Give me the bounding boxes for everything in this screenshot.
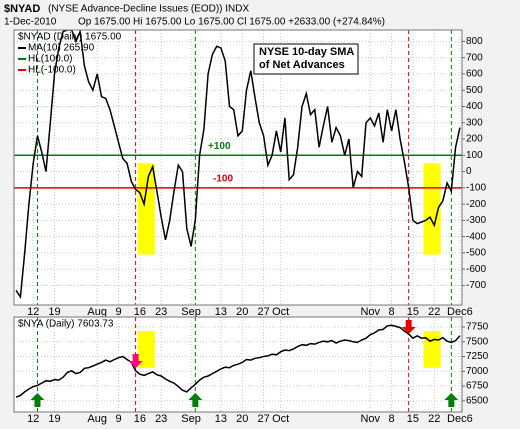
x-tick-label: 12 [27,306,39,318]
x-tick-label: 12 [27,413,39,425]
y-tick-label: 6500 [466,395,489,406]
y-tick-label: -600 [466,264,486,275]
symbol: $NYAD [4,3,40,15]
y-tick-label: 7000 [466,366,489,377]
level-label: -100 [213,173,233,184]
x-tick-label: 22 [428,306,440,318]
x-tick-label: 20 [236,306,248,318]
y-tick-label: -100 [466,182,486,193]
signal-arrow [401,320,416,334]
legend-label: HL(100.0) [28,54,72,65]
highlight [137,331,155,368]
y-tick-label: -400 [466,231,486,242]
y-tick-label: -700 [466,280,486,291]
x-tick-label: Nov [360,306,380,318]
y-tick-label: 600 [466,69,483,80]
y-tick-label: 6750 [466,381,489,392]
x-tick-label: 20 [236,413,248,425]
x-tick-label: 15 [407,306,419,318]
x-tick-label: 23 [155,306,167,318]
y-tick-label: 7750 [466,322,489,333]
x-tick-label: Nov [360,413,380,425]
signal-arrow [128,354,143,368]
x-tick-label: 27 [257,413,269,425]
quote: Op 1675.00 Hi 1675.00 Lo 1675.00 Cl 1675… [78,17,385,28]
panel-frame [13,316,463,413]
y-tick-label: 700 [466,52,483,63]
data-line [15,30,461,300]
highlight [137,163,155,255]
x-tick-label: Oct [272,306,289,318]
y-tick-label: 300 [466,117,483,128]
y-tick-label: 100 [466,150,483,161]
x-tick-label: 27 [257,306,269,318]
panel-frame [13,29,463,306]
x-tick-label: 13 [215,413,227,425]
x-tick-label: 22 [428,413,440,425]
x-tick-label: 9 [115,306,121,318]
x-tick-label: 16 [134,413,146,425]
signal-arrow [30,393,45,407]
y-tick-label: 200 [466,134,483,145]
legend-label: HL(-100.0) [28,65,76,76]
y-tick-label: 800 [466,36,483,47]
annotation: of Net Advances [259,59,345,71]
x-tick-label: 19 [48,413,60,425]
y-tick-label: -200 [466,199,486,210]
date: 1-Dec-2010 [4,17,57,28]
x-tick-label: Aug [87,306,107,318]
panel-label: $NYAD (Daily) 1675.00 [18,32,122,43]
highlight [423,331,441,368]
x-tick-label: 15 [407,413,419,425]
y-tick-label: -500 [466,248,486,259]
x-tick-label: Dec6 [447,306,473,318]
x-tick-label: 19 [48,306,60,318]
legend-label: MA(10) 265.90 [28,43,95,54]
x-tick-label: 8 [389,413,395,425]
x-tick-label: Aug [87,413,107,425]
x-tick-label: Sep [181,413,201,425]
level-label-box [211,172,241,185]
x-tick-label: Oct [272,413,289,425]
highlight [423,163,441,255]
signal-arrow [188,393,203,407]
signal-arrow [444,393,459,407]
y-tick-label: -300 [466,215,486,226]
panel-label: $NYA (Daily) 7603.73 [18,319,114,330]
x-tick-label: Sep [181,306,201,318]
annotation-box [253,43,359,75]
data-line [15,324,461,398]
y-tick-label: 7250 [466,351,489,362]
x-tick-label: Dec6 [447,413,473,425]
y-tick-label: 0 [466,166,472,177]
x-tick-label: 16 [134,306,146,318]
plot-area [14,30,462,305]
level-label: +100 [208,141,231,152]
y-tick-label: 400 [466,101,483,112]
x-tick-label: 8 [389,306,395,318]
x-tick-label: 9 [115,413,121,425]
x-tick-label: 13 [215,306,227,318]
level-label-box [206,140,236,153]
annotation: NYSE 10-day SMA [259,46,354,58]
y-tick-label: 500 [466,85,483,96]
x-tick-label: 23 [155,413,167,425]
y-tick-label: 7500 [466,336,489,347]
symbol-name: (NYSE Advance-Decline Issues (EOD)) INDX [48,4,250,15]
